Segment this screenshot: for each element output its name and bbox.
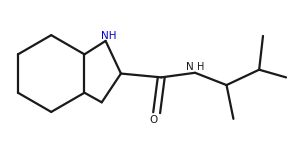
Text: H: H xyxy=(197,62,204,72)
Text: O: O xyxy=(150,115,158,125)
Text: NH: NH xyxy=(101,31,116,41)
Text: N: N xyxy=(186,62,194,72)
